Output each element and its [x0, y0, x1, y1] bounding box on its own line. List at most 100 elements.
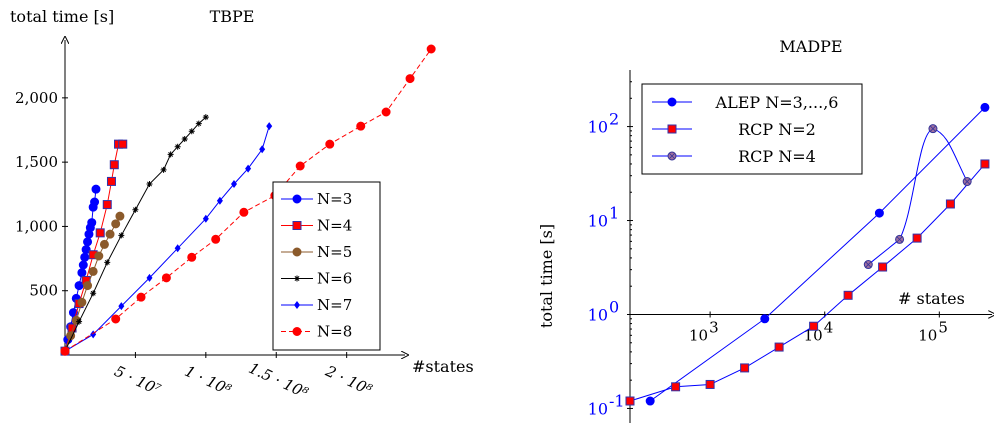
tbpe-legend: N=3 N=4 N=5 N=6 N=7 N=8 [272, 181, 381, 351]
tbpe-x-tick-label: 1 · 10⁸ [182, 362, 234, 399]
madpe-point [740, 363, 750, 373]
tbpe-point [90, 197, 100, 207]
madpe-x-tick-exp: 3 [709, 318, 719, 336]
madpe-point [863, 260, 873, 270]
tbpe-point [109, 160, 119, 170]
madpe-point [671, 382, 681, 392]
tbpe-legend-label: N=3 [317, 190, 352, 208]
madpe-y-tick-label: 10 [588, 305, 608, 324]
madpe-point [760, 314, 770, 324]
tbpe-legend-marker [294, 301, 300, 309]
tbpe-point [102, 200, 112, 210]
tbpe-point [87, 218, 97, 228]
madpe-point-cross [929, 125, 937, 132]
tbpe-point [118, 302, 125, 311]
madpe-point [645, 396, 655, 406]
tbpe-x-label: #states [412, 357, 474, 376]
tbpe-point [78, 260, 88, 270]
tbpe-legend-marker [294, 275, 300, 282]
madpe-point [980, 159, 990, 169]
madpe-legend-marker [667, 151, 677, 161]
tbpe-point [211, 234, 221, 244]
tbpe-point [76, 318, 83, 325]
tbpe-point [216, 196, 223, 205]
madpe-point [962, 177, 972, 187]
tbpe-point [83, 237, 93, 247]
madpe-x-tick-exp: 5 [938, 318, 948, 336]
madpe-y-tick-label: 10 [588, 212, 608, 231]
tbpe-series [60, 44, 436, 356]
madpe-point [980, 102, 990, 112]
tbpe-y-label: total time [s] [10, 7, 114, 26]
tbpe-point [60, 346, 70, 356]
tbpe-point [266, 122, 273, 131]
tbpe-point [80, 252, 90, 262]
tbpe-point [161, 273, 171, 283]
madpe-x-label: # states [898, 289, 965, 308]
tbpe-point [202, 214, 209, 223]
tbpe-point [118, 139, 128, 149]
madpe-line-ALEP N=3,...,6 [649, 107, 986, 402]
tbpe-legend-marker [292, 221, 302, 230]
madpe-x-tick-label: 10 [689, 326, 708, 344]
tbpe-legend-marker [292, 194, 302, 204]
tbpe-point [160, 166, 167, 173]
madpe-point [878, 262, 888, 272]
madpe-point [895, 234, 905, 244]
tbpe-y-tick-label: 1,000 [15, 217, 58, 235]
tbpe-point [146, 181, 153, 187]
tbpe-y-tick-label: 2,000 [15, 89, 58, 107]
tbpe-point [90, 290, 97, 297]
madpe-point-cross [963, 178, 971, 185]
madpe-point [625, 396, 635, 406]
tbpe-title: TBPE [210, 7, 255, 26]
madpe-axes [629, 70, 992, 423]
tbpe-point [325, 139, 335, 149]
tbpe-line-N=8 [64, 48, 432, 352]
madpe-point [874, 208, 884, 218]
tbpe-point [381, 107, 391, 117]
tbpe-legend-label: N=4 [317, 217, 352, 235]
tbpe-legend-label: N=6 [317, 270, 352, 288]
madpe-line-RCP N=2 [629, 163, 986, 402]
tbpe-point [91, 184, 101, 194]
tbpe-point [88, 266, 98, 276]
tbpe-point [181, 136, 188, 142]
tbpe-point [99, 239, 109, 249]
tbpe-y-tick-label: 1,500 [15, 153, 58, 171]
tbpe-legend-label: N=7 [317, 296, 352, 314]
tbpe-line-N=7 [64, 125, 270, 352]
tbpe-point [118, 232, 125, 239]
madpe-legend-label: ALEP N=3,...,6 [715, 93, 839, 112]
madpe-x-tick-label: 10 [918, 326, 937, 344]
madpe-series [625, 102, 990, 406]
tbpe-point [111, 314, 121, 324]
madpe-legend-label: RCP N=4 [738, 147, 816, 166]
madpe-point [945, 199, 955, 209]
tbpe-point [95, 228, 105, 238]
tbpe-point [426, 44, 436, 54]
madpe-y-tick-exp: -1 [609, 391, 625, 410]
madpe-legend-marker-cross [668, 152, 676, 160]
tbpe-point [174, 143, 181, 150]
tbpe-point [174, 244, 181, 253]
madpe-x-tick-exp: 4 [824, 318, 834, 336]
tbpe-point [77, 268, 87, 278]
tbpe-point [83, 281, 93, 291]
madpe-point [705, 379, 715, 389]
tbpe-legend-label: N=5 [317, 243, 352, 261]
tbpe-point [115, 211, 125, 221]
tbpe-legend-marker [292, 327, 302, 336]
tbpe-chart: TBPE total time [s] #states 500 1,000 1,50… [10, 7, 474, 402]
madpe-y-label: total time [s] [537, 224, 556, 328]
tbpe-y-tick-label: 500 [29, 282, 58, 300]
madpe-legend-marker [667, 124, 677, 134]
tbpe-point [259, 145, 266, 154]
tbpe-point [239, 207, 249, 217]
tbpe-point [405, 74, 415, 84]
madpe-y-tick-exp: 2 [609, 110, 619, 129]
tbpe-point [245, 164, 252, 173]
